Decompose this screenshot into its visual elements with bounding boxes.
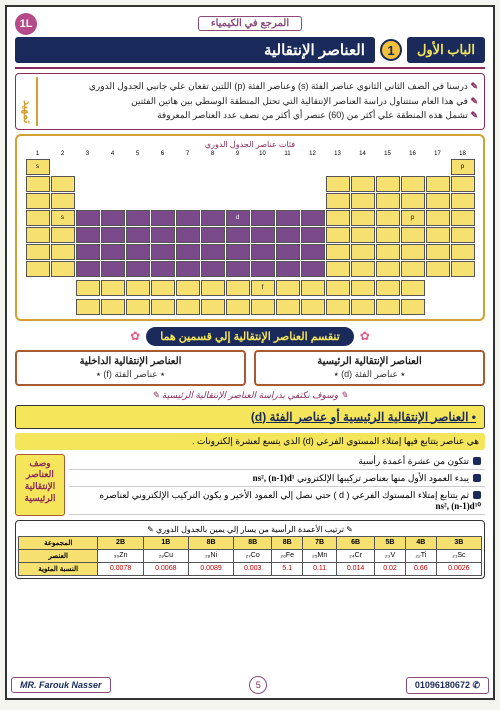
categories: العناصر الإنتقالية الرئيسية ٭ عناصر الفئ…	[15, 350, 485, 386]
chapter-title: الباب الأول 1 العناصر الإنتقالية	[15, 37, 485, 63]
table-caption: ✎ ترتيب الأعمدة الرأسية من يسار إلي يمين…	[18, 525, 482, 534]
description: تتكون من عشرة أعمدة رأسية يبدء العمود ال…	[15, 454, 485, 516]
pt-caption: فئات عناصر الجدول الدوري	[21, 140, 479, 149]
subtitle: • العناصر الإنتقالية الرئيسية أو عناصر ا…	[15, 405, 485, 429]
table-row: 0.00260.660.020.0140.115.10.0030.00890.0…	[19, 562, 482, 575]
intro-text: ✎ درسنا في الصف الثاني الثانوي عناصر الف…	[42, 77, 480, 126]
divider	[15, 67, 485, 69]
data-table-wrap: ✎ ترتيب الأعمدة الرأسية من يسار إلي يمين…	[15, 520, 485, 579]
definition: هي عناصر يتتابع فيها إمتلاء المستوي الفر…	[15, 433, 485, 450]
page: 1L المرجع في الكيمياء الباب الأول 1 العن…	[5, 5, 495, 700]
intro-box: ✎ درسنا في الصف الثاني الثانوي عناصر الف…	[15, 73, 485, 130]
flower-icon: ✿	[360, 329, 370, 343]
chapter-topic: العناصر الإنتقالية	[15, 37, 375, 63]
chapter-label: الباب الأول	[407, 37, 485, 63]
category-main: العناصر الإنتقالية الرئيسية ٭ عناصر الفئ…	[254, 350, 485, 386]
chapter-number: 1	[380, 39, 402, 61]
desc-label: وصف العناصر الإنتقالية الرئيسية	[15, 454, 65, 516]
table-row: 3B4B5B6B7B8B8B8B1B2B المجموعة	[19, 536, 482, 549]
footer: ✆ 01096180672 5 MR. Farouk Nasser	[11, 676, 489, 694]
header-subject: المرجع في الكيمياء	[11, 13, 489, 31]
flower-icon: ✿	[130, 329, 140, 343]
data-table: 3B4B5B6B7B8B8B8B1B2B المجموعة ₂₁Sc₂₂Ti₂₃…	[18, 536, 482, 576]
category-inner: العناصر الإنتقالية الداخلية ٭ عناصر الفئ…	[15, 350, 246, 386]
pt-group-numbers: 181716151413121110987654321	[21, 151, 479, 157]
study-note: ✎ وسوف نكتفي بدراسة العناصر الإنتقالية ا…	[15, 390, 485, 401]
list-item: يبدء العمود الأول منها بعناصر تركيبها ال…	[69, 471, 485, 487]
periodic-table: فئات عناصر الجدول الدوري 181716151413121…	[15, 134, 485, 321]
banner-text: تنقسم العناصر الإنتقالية إلي قسمين هما	[146, 327, 354, 346]
corner-badge: 1L	[15, 13, 37, 35]
desc-list: تتكون من عشرة أعمدة رأسية يبدء العمود ال…	[69, 454, 485, 516]
author-name: MR. Farouk Nasser	[11, 677, 111, 693]
phone-number: ✆ 01096180672	[406, 677, 489, 694]
list-item: ثم يتتابع إمتلاء المستوك الفرعي ( d ) حت…	[69, 488, 485, 515]
list-item: تتكون من عشرة أعمدة رأسية	[69, 454, 485, 470]
page-number: 5	[249, 676, 267, 694]
section-banner: ✿ تنقسم العناصر الإنتقالية إلي قسمين هما…	[15, 327, 485, 346]
intro-label: تمهيد	[19, 77, 38, 126]
table-row: ₂₁Sc₂₂Ti₂₃V₂₄Cr₂₅Mn₂₆Fe₂₇Co₂₈Ni₂₉Cu₃₀Zn …	[19, 549, 482, 562]
f-block: f	[21, 280, 479, 296]
